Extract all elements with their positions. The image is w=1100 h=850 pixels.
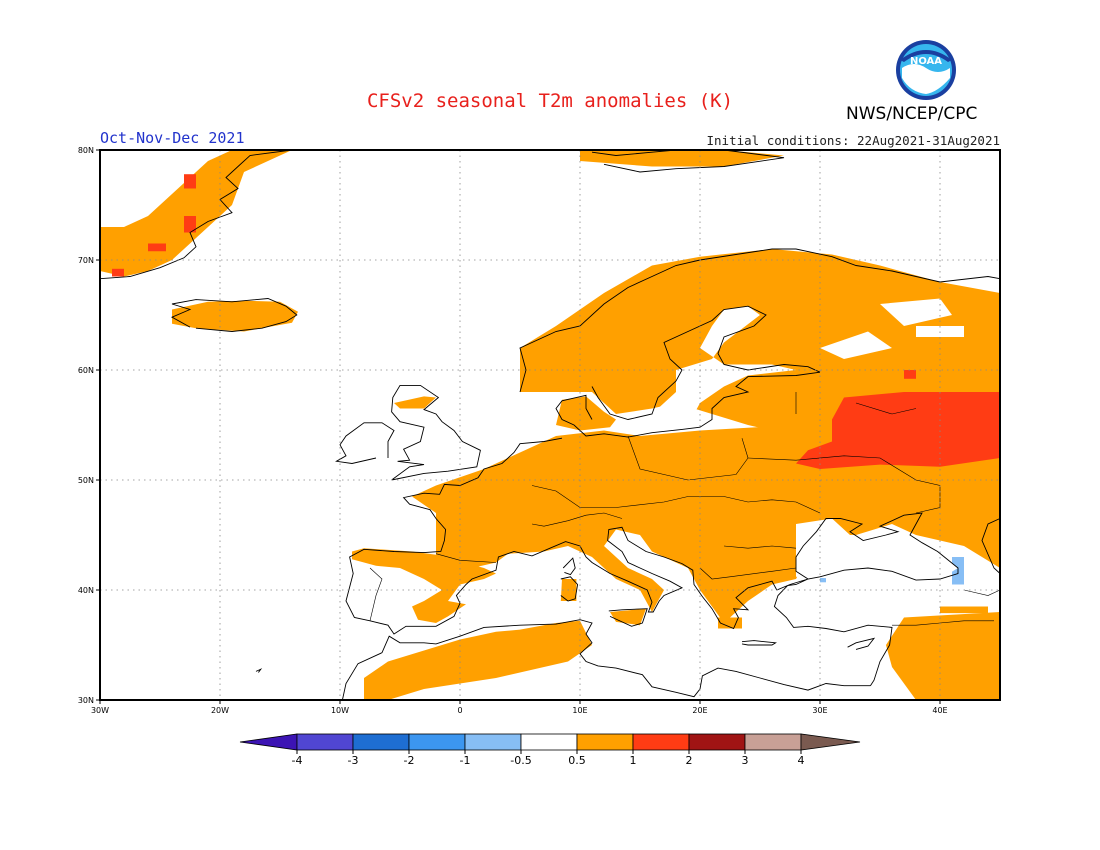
agency-label: NWS/NCEP/CPC: [846, 104, 978, 124]
season-label: Oct-Nov-Dec 2021: [100, 129, 245, 147]
coastline: [170, 298, 298, 332]
lon-tick-label: 30E: [812, 706, 827, 715]
coastline: [255, 668, 263, 673]
colorbar-label: -0.5: [510, 754, 531, 767]
coastline: [981, 518, 1001, 574]
colorbar-swatch: [408, 733, 466, 751]
coastline: [391, 384, 481, 481]
anomaly-region-neutral: [880, 298, 952, 326]
anomaly-region-orange: [352, 548, 496, 623]
coastline: [341, 619, 871, 701]
colorbar-label: 2: [686, 754, 693, 767]
coastline: [560, 576, 579, 602]
anomaly-region-orange: [394, 396, 436, 409]
colorbar-label: 4: [798, 754, 805, 767]
colorbar-swatch: [296, 733, 354, 751]
anomaly-region-red: [796, 392, 1000, 469]
initial-conditions-label: Initial conditions: 22Aug2021-31Aug2021: [706, 133, 1001, 148]
country-border: [699, 567, 797, 580]
coastline: [591, 149, 785, 173]
country-border: [531, 512, 623, 527]
anomaly-region-orange: [172, 300, 298, 332]
lat-tick-label: 50N: [78, 476, 94, 485]
country-border: [855, 402, 917, 415]
anomaly-shading: [100, 150, 1000, 700]
colorbar-label: 3: [742, 754, 749, 767]
colorbar-swatch: [744, 733, 802, 751]
lon-tick-label: 20E: [692, 706, 707, 715]
colorbar-swatch: [352, 733, 410, 751]
anomaly-region-red: [184, 174, 196, 189]
lat-tick-label: 60N: [78, 366, 94, 375]
lon-tick-label: 30W: [91, 706, 109, 715]
lat-tick-label: 30N: [78, 696, 94, 705]
anomaly-region-orange: [940, 606, 988, 614]
colorbar-label: -3: [348, 754, 359, 767]
coastline: [608, 608, 648, 627]
lon-tick-label: 10E: [572, 706, 587, 715]
anomaly-region-orange: [556, 396, 616, 431]
colorbar-label: 0.5: [568, 754, 586, 767]
colorbar-swatch: [464, 733, 522, 751]
coastline: [847, 637, 876, 650]
colorbar-swatch: [632, 733, 690, 751]
lat-tick-label: 70N: [78, 256, 94, 265]
colorbar-label: -1: [460, 754, 471, 767]
country-border: [435, 553, 497, 563]
colorbar-max-arrow: [800, 733, 861, 751]
colorbar-swatch: [576, 733, 634, 751]
country-border: [369, 567, 383, 621]
anomaly-region-orange: [364, 620, 592, 700]
coastline: [591, 305, 821, 420]
colorbar-label: -2: [404, 754, 415, 767]
noaa-logo-text: NOAA: [910, 56, 942, 67]
map-title: CFSv2 seasonal T2m anomalies (K): [366, 90, 734, 112]
noaa-logo: NOAA: [894, 38, 958, 102]
country-border: [747, 455, 941, 514]
map-frame: [99, 149, 1001, 701]
coastline: [555, 371, 821, 438]
colorbar-min-arrow: [239, 733, 298, 751]
colorbar: -4 -3 -2 -1 -0.5 0.5 1 2 3 4: [239, 733, 861, 767]
anomaly-region-orange: [718, 617, 742, 629]
anomaly-region-neutral: [640, 306, 796, 431]
lon-tick-label: 10W: [331, 706, 349, 715]
anomaly-region-red: [184, 216, 196, 233]
anomaly-region-neutral: [796, 518, 958, 579]
anomaly-region-orange: [886, 612, 1000, 700]
lon-tick-label: 20W: [211, 706, 229, 715]
coastline: [345, 437, 959, 686]
coastline: [562, 557, 576, 576]
colorbar-label: -4: [292, 754, 303, 767]
anomaly-region-neutral: [820, 331, 892, 359]
lat-tick-label: 80N: [78, 146, 94, 155]
lat-tick-label: 40N: [78, 586, 94, 595]
anomaly-region-red: [904, 370, 916, 379]
coastline: [335, 422, 395, 464]
country-border: [723, 545, 797, 549]
graticule: [100, 150, 1000, 700]
country-border: [963, 589, 1001, 596]
lon-tick-label: 0: [457, 706, 462, 715]
colorbar-swatch: [688, 733, 746, 751]
anomaly-region-orange: [610, 608, 646, 626]
anomaly-region-red: [112, 268, 124, 277]
lon-tick-label: 40E: [932, 706, 947, 715]
country-border: [531, 485, 821, 514]
country-border: [627, 435, 749, 481]
anomaly-region-red: [148, 243, 166, 252]
colorbar-label: 1: [630, 754, 637, 767]
coastline: [741, 640, 777, 646]
colorbar-swatch: [520, 733, 578, 751]
